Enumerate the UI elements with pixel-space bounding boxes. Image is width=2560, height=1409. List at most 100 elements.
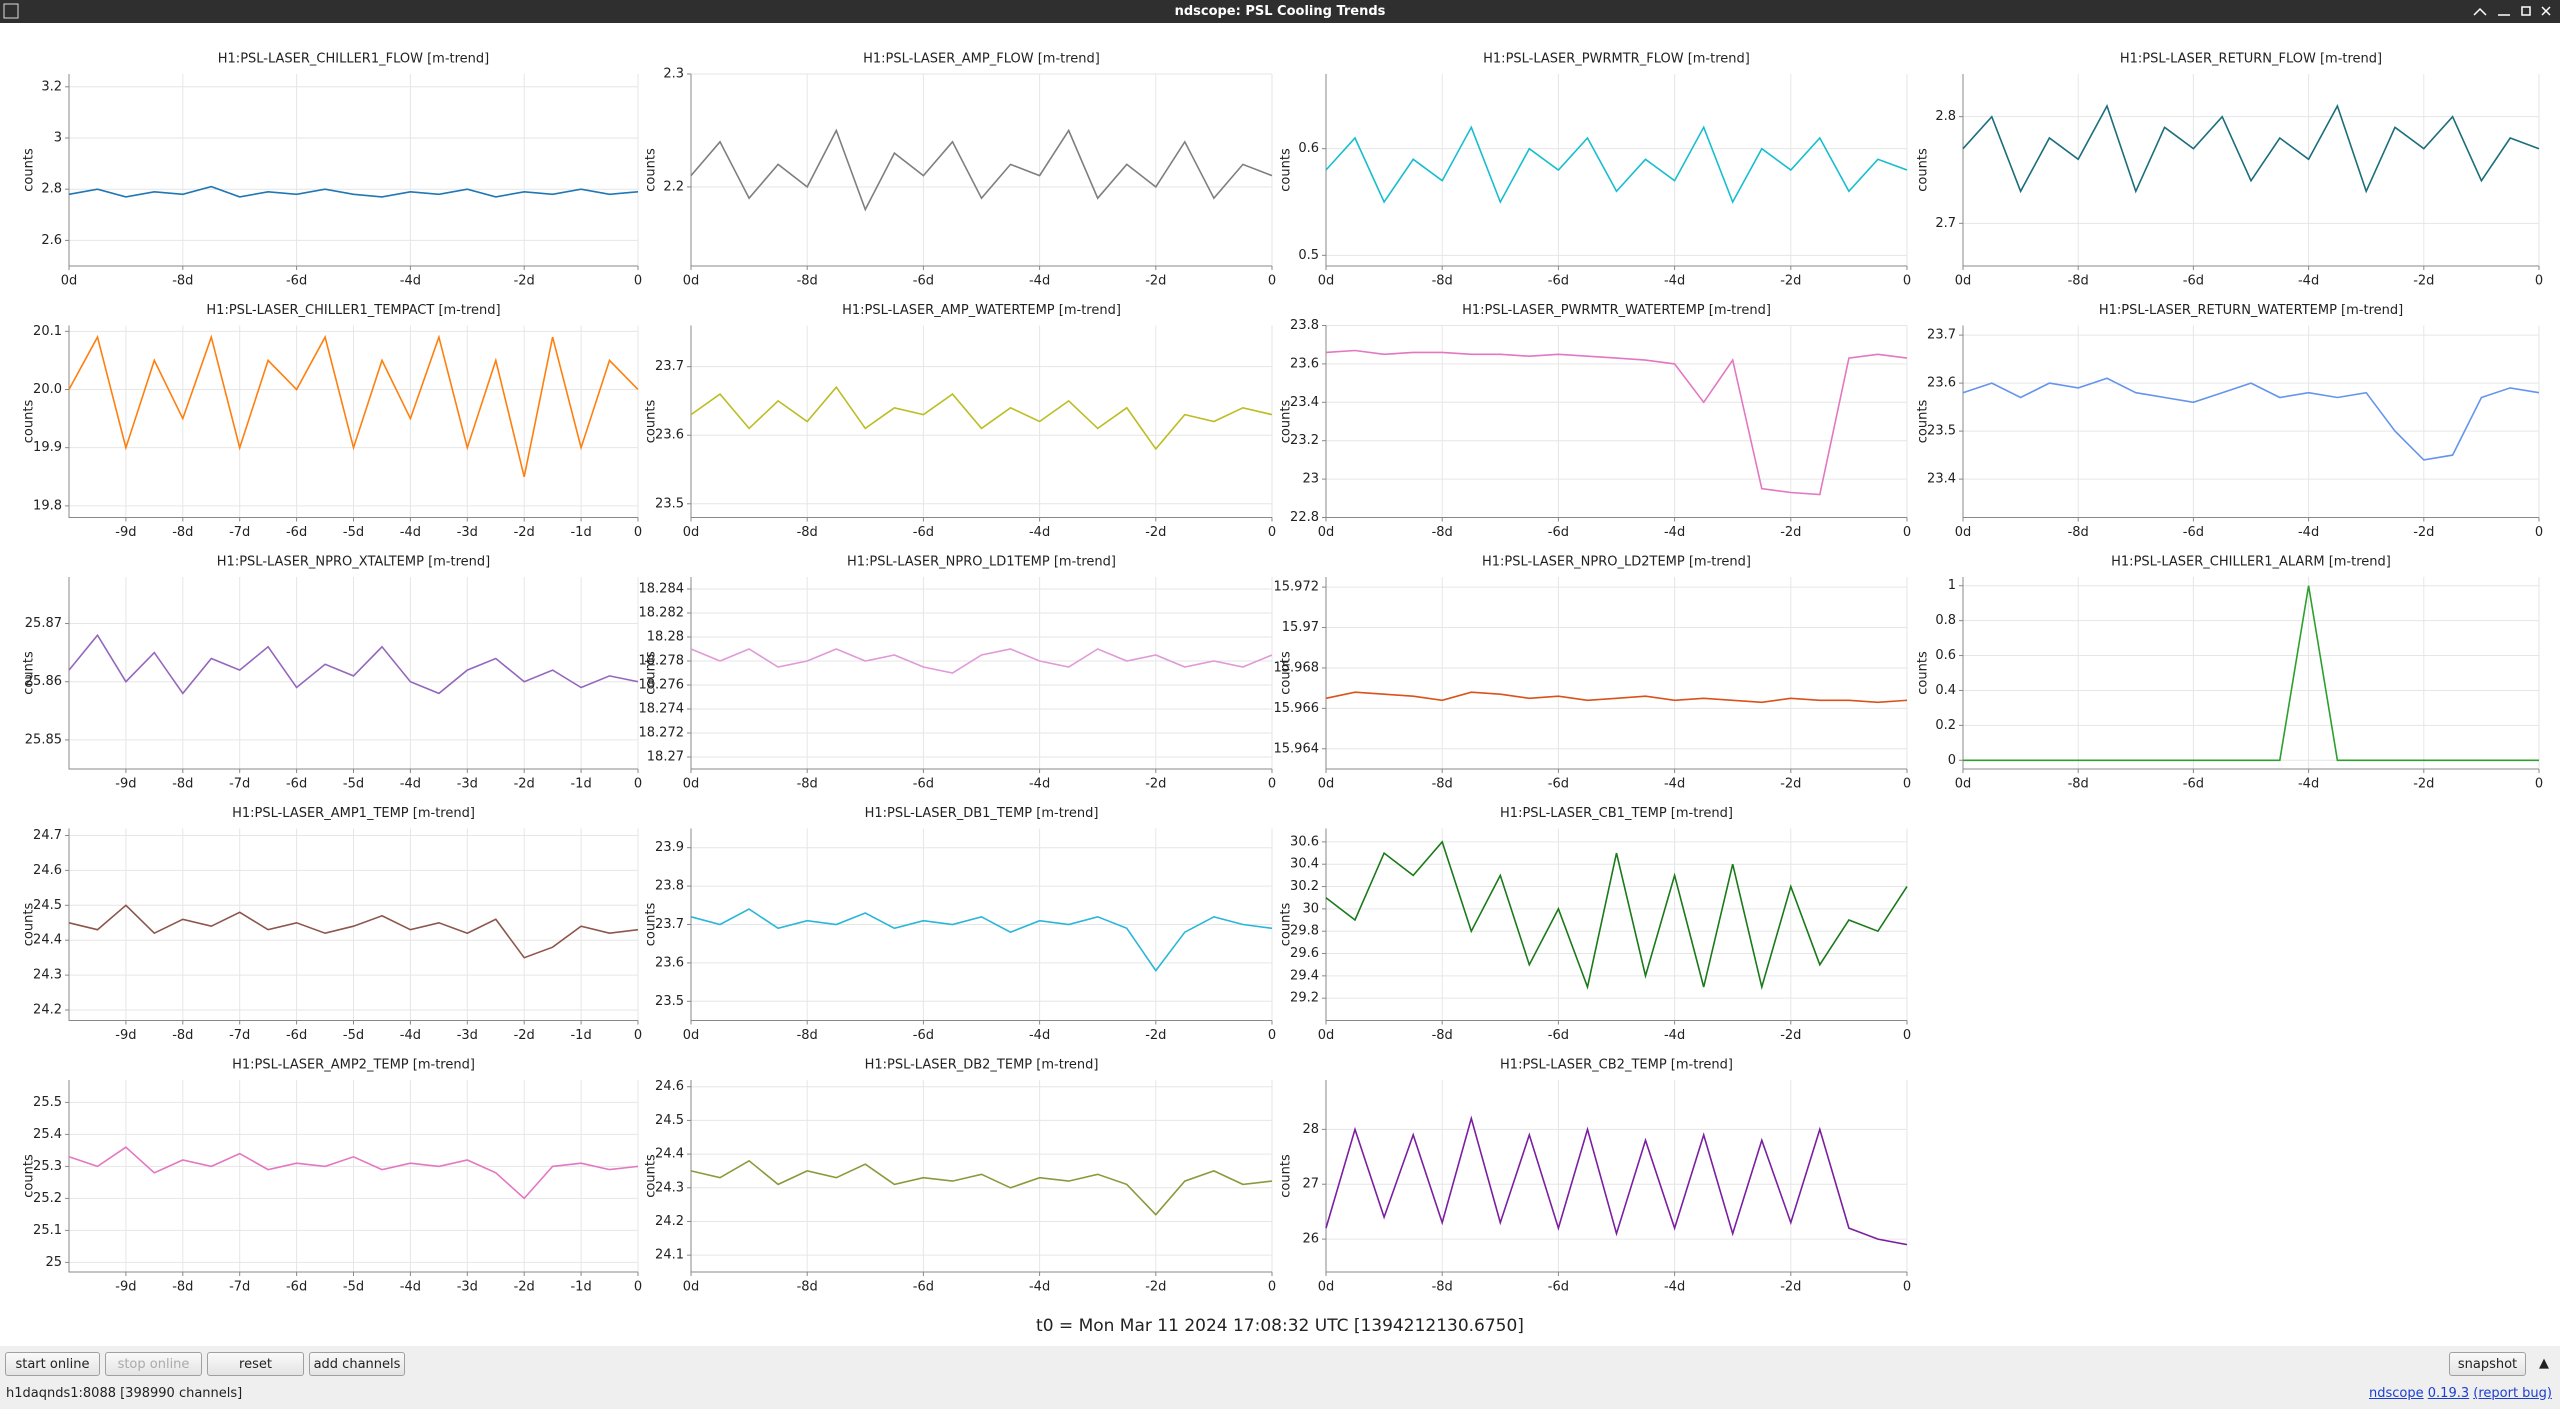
axes [68,577,638,770]
x-tick-label: -2d [1780,274,1801,289]
stop-online-button: stop online [105,1352,202,1376]
axes [68,74,638,267]
x-tick-label: -6d [2183,525,2204,540]
plot-title: H1:PSL-LASER_DB2_TEMP [m-trend] [865,1058,1099,1073]
trend-line [690,648,1273,674]
y-tick-label: 18.278 [639,654,685,669]
y-tick-label: 23.9 [655,840,684,855]
x-tick-label: 0 [2535,525,2543,540]
y-tick-label: 25.5 [33,1095,62,1110]
x-tick-label: -4d [400,1028,421,1043]
maximize-button[interactable] [2521,6,2531,16]
plot: H1:PSL-LASER_RETURN_FLOW [m-trend] counts… [1916,52,2544,289]
version-link[interactable]: 0.19.3 [2427,1386,2470,1401]
y-tick-label: 29.4 [1290,968,1319,983]
y-tick-label: 0 [1948,753,1956,768]
x-tick-label: 0d [1318,274,1335,289]
plot-title: H1:PSL-LASER_CHILLER1_ALARM [m-trend] [2111,555,2391,570]
axes [690,74,1272,267]
x-tick-label: -7d [229,1280,250,1295]
x-tick-label: -7d [229,525,250,540]
server-status: h1daqnds1:8088 [398990 channels] [6,1386,243,1401]
reset-button[interactable]: reset [207,1352,304,1376]
x-tick-label: -6d [286,274,307,289]
window-title: ndscope: PSL Cooling Trends [1175,4,1386,19]
trend-line [1325,125,1908,204]
x-tick-label: -8d [1432,1028,1453,1043]
x-tick-label: -4d [2298,777,2319,792]
plot-title: H1:PSL-LASER_CB2_TEMP [m-trend] [1500,1058,1733,1073]
y-tick-label: 18.282 [639,606,685,621]
y-tick-label: 18.274 [639,702,685,717]
y-tick-label: 23.5 [655,994,684,1009]
y-tick-label: 23.7 [655,917,684,932]
y-tick-label: 0.6 [1298,141,1319,156]
x-tick-label: -2d [1145,525,1166,540]
plot-title: H1:PSL-LASER_AMP_WATERTEMP [m-trend] [842,303,1121,318]
x-tick-label: 0d [683,274,700,289]
x-tick-label: -1d [570,777,591,792]
plot-title: H1:PSL-LASER_NPRO_LD2TEMP [m-trend] [1482,555,1751,570]
plot-title: H1:PSL-LASER_CHILLER1_TEMPACT [m-trend] [206,303,500,318]
y-tick-label: 23.8 [655,879,684,894]
y-tick-label: 24.4 [33,933,62,948]
y-axis-label: counts [644,148,659,192]
x-tick-label: -6d [913,274,934,289]
x-tick-label: 0d [1955,274,1972,289]
x-tick-label: 0 [1903,274,1911,289]
x-tick-label: 0 [1903,525,1911,540]
x-tick-label: -4d [1664,274,1685,289]
x-tick-label: -2d [1145,274,1166,289]
add-channels-button[interactable]: add channels [309,1352,405,1376]
expand-toggle[interactable]: ▲ [2539,1356,2549,1371]
x-tick-label: 0d [683,777,700,792]
x-tick-label: -7d [229,777,250,792]
x-tick-label: 0d [61,274,78,289]
shade-button[interactable] [2473,7,2487,16]
x-tick-label: -6d [913,525,934,540]
x-tick-label: -8d [1432,1280,1453,1295]
plot-title: H1:PSL-LASER_CHILLER1_FLOW [m-trend] [218,52,489,67]
trend-line [1325,840,1908,991]
y-tick-label: 15.964 [1274,741,1320,756]
y-tick-label: 18.27 [647,750,684,765]
x-tick-label: -4d [1029,525,1050,540]
y-tick-label: 0.8 [1935,613,1956,628]
x-tick-label: -3d [457,777,478,792]
y-tick-label: 24.2 [655,1214,684,1229]
plot: H1:PSL-LASER_DB1_TEMP [m-trend]counts23.… [644,806,1277,1043]
x-tick-label: -4d [400,274,421,289]
axes [690,828,1272,1021]
x-tick-label: 0d [1318,525,1335,540]
x-tick-label: -7d [229,1028,250,1043]
window-icon [3,3,19,19]
y-axis-label: counts [644,1154,659,1198]
x-tick-label: 0d [683,1028,700,1043]
start-online-button[interactable]: start online [5,1352,100,1376]
x-tick-label: -8d [797,1028,818,1043]
x-tick-label: -4d [2298,274,2319,289]
trend-line [1325,349,1908,496]
x-tick-label: -8d [172,1280,193,1295]
report-bug-link[interactable]: (report bug) [2473,1386,2552,1401]
plot-title: H1:PSL-LASER_RETURN_FLOW [m-trend] [2120,52,2382,67]
x-tick-label: -2d [514,274,535,289]
x-tick-label: 0 [1268,777,1276,792]
close-button[interactable] [2541,6,2551,16]
x-tick-label: -2d [2413,274,2434,289]
axes [1962,577,2539,770]
y-tick-label: 25.85 [25,732,62,747]
trend-line [1962,104,2540,194]
x-tick-label: -4d [400,1280,421,1295]
app-link[interactable]: ndscope [2369,1386,2424,1401]
x-tick-label: -6d [1548,777,1569,792]
x-tick-label: -4d [2298,525,2319,540]
x-tick-label: -1d [570,525,591,540]
x-tick-label: -2d [1780,1280,1801,1295]
x-tick-label: -6d [286,525,307,540]
t0-label: t0 = Mon Mar 11 2024 17:08:32 UTC [13942… [1036,1316,1524,1336]
snapshot-button[interactable]: snapshot [2449,1352,2526,1376]
y-tick-label: 3 [54,131,62,146]
x-tick-label: 0 [2535,777,2543,792]
x-tick-label: 0 [634,525,642,540]
